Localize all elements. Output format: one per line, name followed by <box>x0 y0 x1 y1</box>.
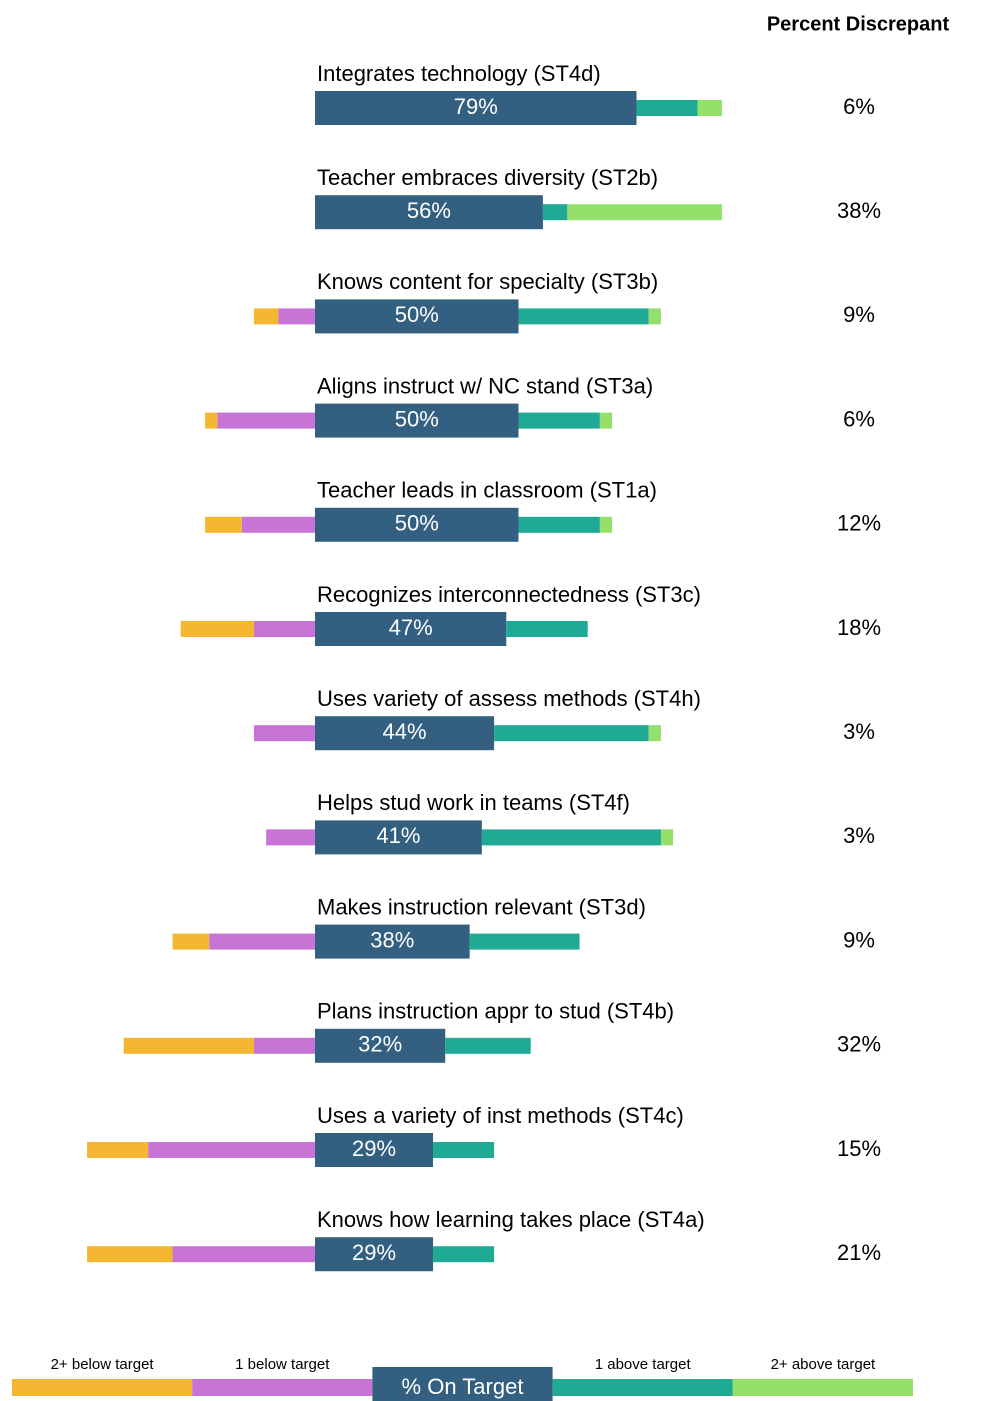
bar-segment <box>217 412 315 429</box>
discrepant-label: 21% <box>837 1240 881 1265</box>
bar-segment <box>506 621 588 637</box>
category-label: Knows content for specialty (ST3b) <box>317 269 658 294</box>
bar-segment <box>87 1142 149 1158</box>
bar-segment <box>266 829 315 846</box>
legend-swatch <box>732 1379 913 1396</box>
discrepant-label: 6% <box>843 94 875 119</box>
discrepant-label: 15% <box>837 1136 881 1161</box>
bar-segment <box>315 612 507 646</box>
bar-segment <box>494 725 649 742</box>
bar-segment <box>315 1237 434 1272</box>
bar-segment <box>518 308 649 325</box>
bar-segment <box>205 516 242 533</box>
category-label: Integrates technology (ST4d) <box>317 61 601 86</box>
value-label: 32% <box>358 1032 402 1057</box>
bar-segment <box>567 204 722 221</box>
bar-segment <box>636 100 698 116</box>
value-label: 79% <box>454 94 498 119</box>
value-label: 47% <box>389 615 433 640</box>
value-label: 29% <box>352 1136 396 1161</box>
bar-segment <box>253 1037 315 1054</box>
bar-segment <box>315 195 543 230</box>
bar-segment <box>180 621 254 637</box>
legend-swatch <box>192 1379 373 1396</box>
bar-segment <box>148 1142 315 1158</box>
bar-segment <box>599 516 613 533</box>
category-label: Uses a variety of inst methods (ST4c) <box>317 1103 684 1128</box>
discrepant-label: 18% <box>837 615 881 640</box>
bar-segment <box>123 1037 254 1054</box>
value-label: 50% <box>395 406 439 431</box>
bar-segment <box>315 91 637 125</box>
bar-segment <box>660 829 674 846</box>
bar-segment <box>648 308 661 325</box>
bar-segment <box>433 1246 495 1263</box>
bar-segment <box>241 516 315 533</box>
discrepant-label: 32% <box>837 1032 881 1057</box>
bar-segment <box>172 1246 315 1263</box>
category-label: Recognizes interconnectedness (ST3c) <box>317 582 701 607</box>
legend-swatch <box>12 1379 193 1396</box>
bar-segment <box>278 308 315 325</box>
category-label: Uses variety of assess methods (ST4h) <box>317 686 701 711</box>
discrepant-label: 3% <box>843 719 875 744</box>
bar-segment <box>315 1133 434 1167</box>
legend-label: 1 below target <box>235 1356 330 1373</box>
legend-label: % On Target <box>402 1374 524 1399</box>
discrepant-label: 12% <box>837 511 881 536</box>
value-label: 44% <box>383 719 427 744</box>
category-label: Teacher leads in classroom (ST1a) <box>317 478 657 503</box>
category-label: Makes instruction relevant (ST3d) <box>317 894 646 919</box>
value-label: 56% <box>407 198 451 223</box>
value-label: 41% <box>376 823 420 848</box>
bar-segment <box>697 100 722 116</box>
bar-segment <box>253 725 315 742</box>
value-label: 29% <box>352 1240 396 1265</box>
bar-segment <box>599 412 613 429</box>
legend-swatch <box>372 1367 553 1401</box>
bar-segment <box>445 1037 531 1054</box>
bar-segment <box>469 933 580 950</box>
discrepant-label: 38% <box>837 198 881 223</box>
bar-segment <box>481 829 661 846</box>
value-label: 38% <box>370 927 414 952</box>
legend-swatch <box>552 1379 733 1396</box>
bar-segment <box>205 412 218 429</box>
discrepant-label: 6% <box>843 406 875 431</box>
bar-segment <box>518 412 600 429</box>
bar-segment <box>518 516 600 533</box>
category-label: Teacher embraces diversity (ST2b) <box>317 165 658 190</box>
legend-label: 1 above target <box>595 1356 692 1373</box>
category-label: Plans instruction appr to stud (ST4b) <box>317 999 674 1024</box>
bar-segment <box>172 933 210 950</box>
discrepant-label: 9% <box>843 302 875 327</box>
bar-segment <box>542 204 568 221</box>
category-label: Knows how learning takes place (ST4a) <box>317 1207 705 1232</box>
discrepant-title: Percent Discrepant <box>767 13 950 35</box>
bar-segment <box>253 308 279 325</box>
bar-segment <box>315 924 470 959</box>
bar-segment <box>433 1142 495 1158</box>
value-label: 50% <box>395 511 439 536</box>
discrepant-label: 9% <box>843 927 875 952</box>
bar-segment <box>315 299 519 334</box>
bar-segment <box>209 933 315 950</box>
bar-segment <box>315 1028 446 1063</box>
legend-label: 2+ above target <box>771 1356 876 1373</box>
category-label: Helps stud work in teams (ST4f) <box>317 790 630 815</box>
category-label: Aligns instruct w/ NC stand (ST3a) <box>317 373 653 398</box>
bar-segment <box>315 403 519 438</box>
bar-segment <box>87 1246 173 1263</box>
bar-segment <box>648 725 661 742</box>
bar-segment <box>315 507 519 542</box>
discrepant-label: 3% <box>843 823 875 848</box>
bar-segment <box>253 621 315 637</box>
bar-segment <box>315 820 482 855</box>
value-label: 50% <box>395 302 439 327</box>
legend-label: 2+ below target <box>51 1356 155 1373</box>
bar-segment <box>315 716 495 751</box>
